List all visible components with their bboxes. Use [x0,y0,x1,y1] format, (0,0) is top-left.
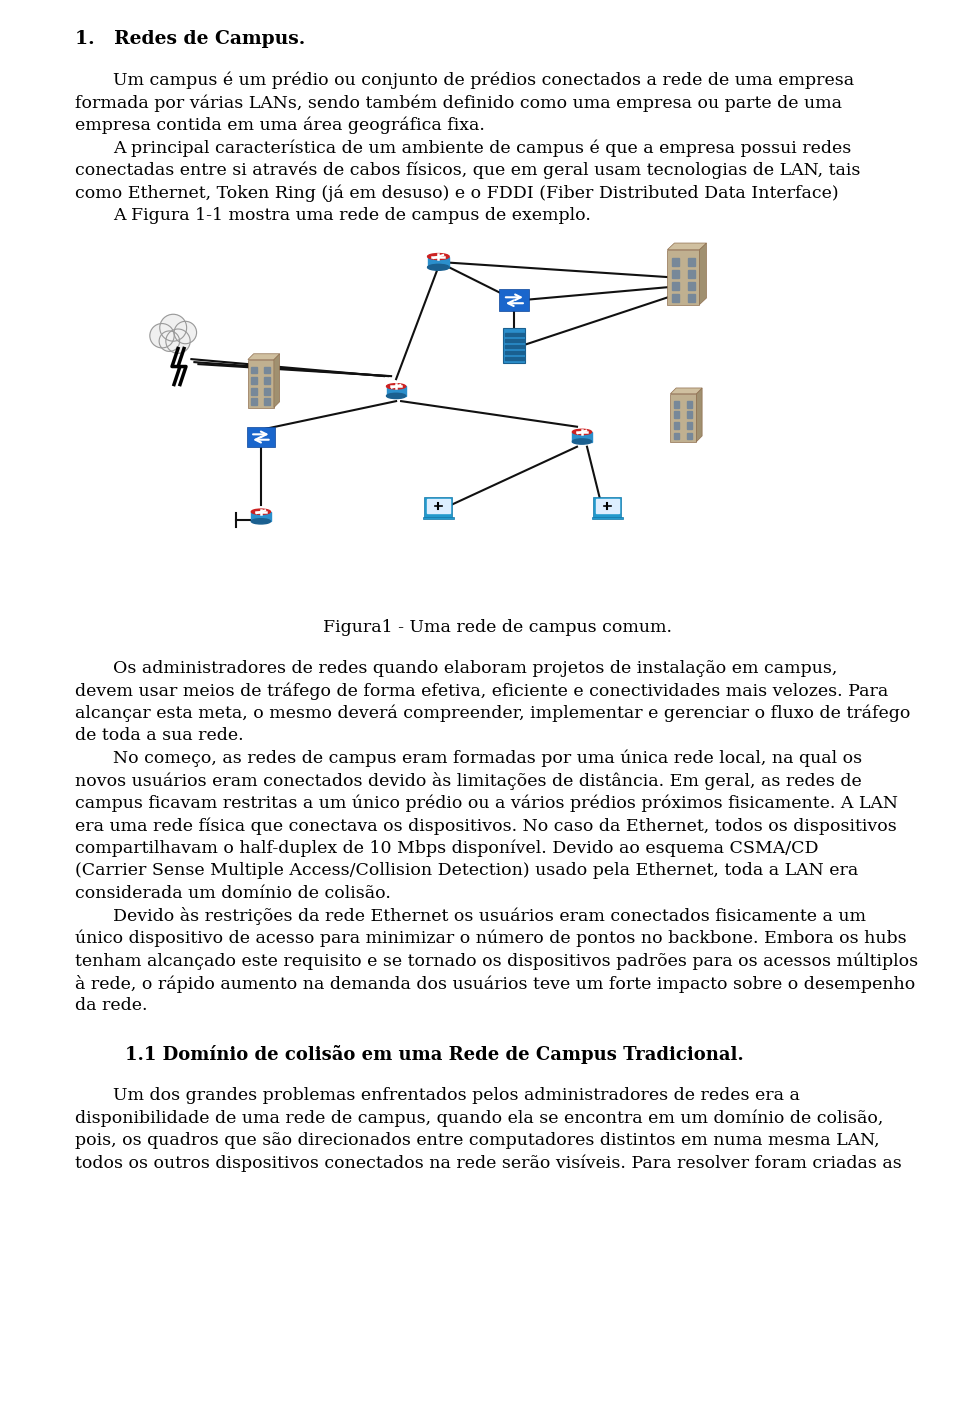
Bar [505,345,523,348]
Text: como Ethernet, Token Ring (já em desuso) e o FDDI (Fiber Distributed Data Interf: como Ethernet, Token Ring (já em desuso)… [75,185,839,202]
Bar [505,357,523,360]
Text: todos os outros dispositivos conectados na rede serão visíveis. Para resolver fo: todos os outros dispositivos conectados … [75,1155,901,1172]
Bar [687,282,695,290]
Bar [674,400,680,407]
Bar [264,367,270,374]
Circle shape [159,314,186,341]
Text: Um campus é um prédio ou conjunto de prédios conectados a rede de uma empresa: Um campus é um prédio ou conjunto de pré… [113,72,854,89]
Text: disponibilidade de uma rede de campus, quando ela se encontra em um domínio de c: disponibilidade de uma rede de campus, q… [75,1110,883,1128]
Text: 1.1 Domínio de colisão em uma Rede de Campus Tradicional.: 1.1 Domínio de colisão em uma Rede de Ca… [125,1045,744,1063]
Bar [252,378,257,384]
Bar [672,258,679,265]
Ellipse shape [427,264,449,271]
Bar [687,269,695,278]
Bar [499,289,529,312]
Bar [595,499,619,512]
Bar [686,433,692,440]
Text: alcançar esta meta, o mesmo deverá compreender, implementar e gerenciar o fluxo : alcançar esta meta, o mesmo deverá compr… [75,705,910,722]
Text: No começo, as redes de campus eram formadas por uma única rede local, na qual os: No começo, as redes de campus eram forma… [113,750,862,767]
Bar [252,388,257,395]
Text: Um dos grandes problemas enfrentados pelos administradores de redes era a: Um dos grandes problemas enfrentados pel… [113,1087,800,1104]
Bar [505,340,523,343]
Text: devem usar meios de tráfego de forma efetiva, eficiente e conectividades mais ve: devem usar meios de tráfego de forma efe… [75,682,888,699]
Polygon shape [700,243,707,305]
Bar [247,427,275,447]
Polygon shape [667,243,707,250]
Bar [686,412,692,419]
Text: (Carrier Sense Multiple Access/Collision Detection) usado pela Ethernet, toda a : (Carrier Sense Multiple Access/Collision… [75,862,858,878]
Polygon shape [670,388,702,393]
Bar [427,257,449,268]
Ellipse shape [252,519,271,525]
Text: da rede.: da rede. [75,997,148,1014]
Circle shape [150,323,174,348]
Bar [248,360,274,407]
Text: à rede, o rápido aumento na demanda dos usuários teve um forte impacto sobre o d: à rede, o rápido aumento na demanda dos … [75,974,915,993]
Bar [252,367,257,374]
Text: pois, os quadros que são direcionados entre computadores distintos em numa mesma: pois, os quadros que são direcionados en… [75,1132,879,1149]
Text: de toda a sua rede.: de toda a sua rede. [75,728,244,744]
Text: conectadas entre si através de cabos físicos, que em geral usam tecnologias de L: conectadas entre si através de cabos fís… [75,162,860,179]
Bar [593,496,621,516]
Bar [424,496,452,516]
Bar [686,400,692,407]
Bar [426,499,450,512]
Bar [252,399,257,405]
Bar [687,295,695,302]
Ellipse shape [427,254,449,259]
Bar [505,351,523,354]
Ellipse shape [387,393,406,399]
Polygon shape [274,354,279,407]
Text: A principal característica de um ambiente de campus é que a empresa possui redes: A principal característica de um ambient… [113,140,852,157]
Polygon shape [248,354,279,360]
Bar [674,433,680,440]
Bar [264,388,270,395]
Bar [387,386,406,396]
Circle shape [166,329,190,354]
Text: tenham alcançado este requisito e se tornado os dispositivos padrões para os ace: tenham alcançado este requisito e se tor… [75,952,918,970]
Text: Figura1 - Uma rede de campus comum.: Figura1 - Uma rede de campus comum. [323,619,672,636]
Bar [672,282,679,290]
Bar [674,412,680,419]
Bar [505,333,523,336]
Circle shape [174,321,197,344]
Ellipse shape [572,429,591,434]
Text: 1.   Redes de Campus.: 1. Redes de Campus. [75,30,305,48]
Bar [686,422,692,429]
Text: único dispositivo de acesso para minimizar o número de pontos no backbone. Embor: único dispositivo de acesso para minimiz… [75,929,906,948]
Text: novos usuários eram conectados devido às limitações de distância. Em geral, as r: novos usuários eram conectados devido às… [75,773,862,790]
Bar [670,393,696,441]
Text: A Figura 1-1 mostra uma rede de campus de exemplo.: A Figura 1-1 mostra uma rede de campus d… [113,207,590,224]
Bar [503,329,525,362]
Bar [672,295,679,302]
Bar [592,516,623,519]
Text: empresa contida em uma área geográfica fixa.: empresa contida em uma área geográfica f… [75,117,485,134]
Bar [264,399,270,405]
Text: considerada um domínio de colisão.: considerada um domínio de colisão. [75,884,391,901]
Bar [423,516,454,519]
Bar [264,378,270,384]
Bar [667,250,700,305]
Text: Devido às restrições da rede Ethernet os usuários eram conectados fisicamente a : Devido às restrições da rede Ethernet os… [113,907,866,925]
Bar [674,422,680,429]
Bar [572,431,591,441]
Bar [687,258,695,265]
Text: campus ficavam restritas a um único prédio ou a vários prédios próximos fisicame: campus ficavam restritas a um único préd… [75,795,898,812]
Text: compartilhavam o half-duplex de 10 Mbps disponível. Devido ao esquema CSMA/CD: compartilhavam o half-duplex de 10 Mbps … [75,839,819,857]
Bar [672,269,679,278]
Circle shape [159,331,180,351]
Bar [252,512,271,522]
Text: formada por várias LANs, sendo também definido como uma empresa ou parte de uma: formada por várias LANs, sendo também de… [75,94,842,111]
Ellipse shape [572,439,591,444]
Ellipse shape [252,509,271,515]
Text: era uma rede física que conectava os dispositivos. No caso da Ethernet, todos os: era uma rede física que conectava os dis… [75,818,897,835]
Polygon shape [696,388,702,441]
Ellipse shape [387,384,406,389]
Text: Os administradores de redes quando elaboram projetos de instalação em campus,: Os administradores de redes quando elabo… [113,660,837,677]
